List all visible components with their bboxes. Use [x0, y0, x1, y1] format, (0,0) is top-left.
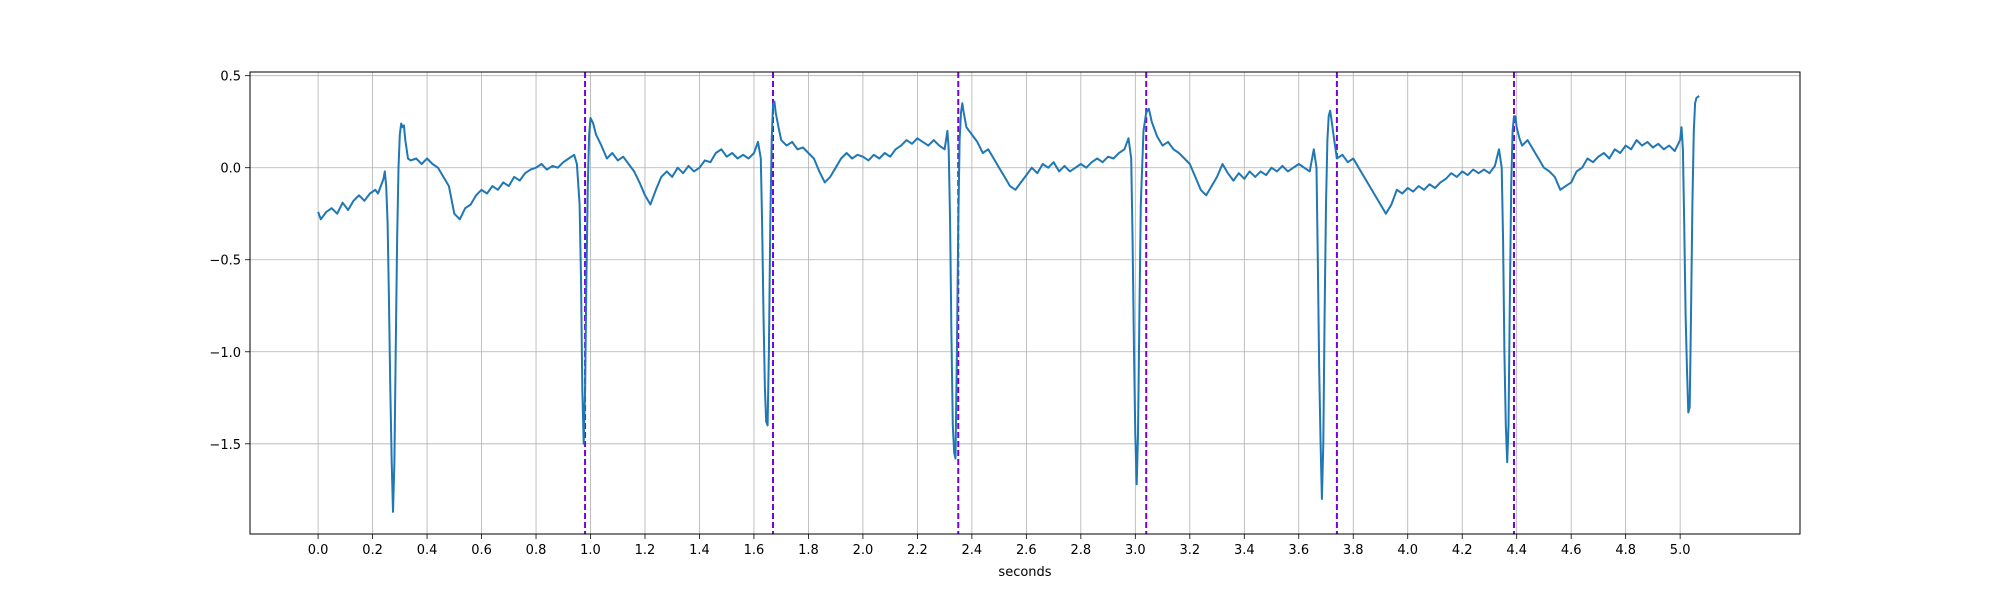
x-tick-label: 2.8	[1070, 543, 1091, 558]
x-tick-label: 4.0	[1397, 543, 1418, 558]
x-tick-label: 2.4	[962, 543, 983, 558]
x-tick-label: 1.2	[635, 543, 656, 558]
x-tick-label: 3.6	[1288, 543, 1309, 558]
x-tick-label: 0.0	[308, 543, 329, 558]
x-tick-label: 2.2	[907, 543, 928, 558]
series-group	[317, 95, 1700, 513]
x-tick-label: 0.6	[471, 543, 492, 558]
x-tick-label: 1.6	[744, 543, 765, 558]
y-tick-label: −1.0	[209, 346, 241, 361]
x-tick-label: 2.0	[853, 543, 874, 558]
x-tick-label: 3.8	[1343, 543, 1364, 558]
y-tick-label: −1.5	[209, 438, 241, 453]
y-tick-label: −0.5	[209, 254, 241, 269]
y-axis: 0.5 0.0 −0.5 −1.0 −1.5	[209, 70, 250, 453]
x-tick-label: 0.2	[362, 543, 383, 558]
x-tick-label: 5.0	[1670, 543, 1691, 558]
x-tick-label: 4.6	[1561, 543, 1582, 558]
x-tick-label: 2.6	[1016, 543, 1037, 558]
y-tick-label: 0.5	[220, 70, 241, 85]
x-tick-label: 4.4	[1506, 543, 1527, 558]
x-tick-label: 0.4	[417, 543, 438, 558]
x-tick-label: 3.2	[1179, 543, 1200, 558]
x-tick-label: 0.8	[526, 543, 547, 558]
x-tick-label: 1.4	[689, 543, 710, 558]
x-axis: 0.0 0.2 0.4 0.6 0.8 1.0 1.2 1.4 1.6 1.8 2.0 2.2 2.4 2…	[308, 534, 1691, 558]
series-line	[317, 95, 1700, 513]
plot-frame	[249, 71, 1801, 535]
r-peak-markers	[584, 72, 1515, 534]
x-tick-label: 3.4	[1234, 543, 1255, 558]
x-tick-label: 1.0	[580, 543, 601, 558]
grid-lines	[250, 72, 1800, 534]
x-tick-label: 1.8	[798, 543, 819, 558]
x-axis-label: seconds	[998, 565, 1051, 580]
y-tick-label: 0.0	[220, 162, 241, 177]
x-tick-label: 4.8	[1615, 543, 1636, 558]
x-tick-label: 4.2	[1452, 543, 1473, 558]
x-tick-label: 3.0	[1125, 543, 1146, 558]
